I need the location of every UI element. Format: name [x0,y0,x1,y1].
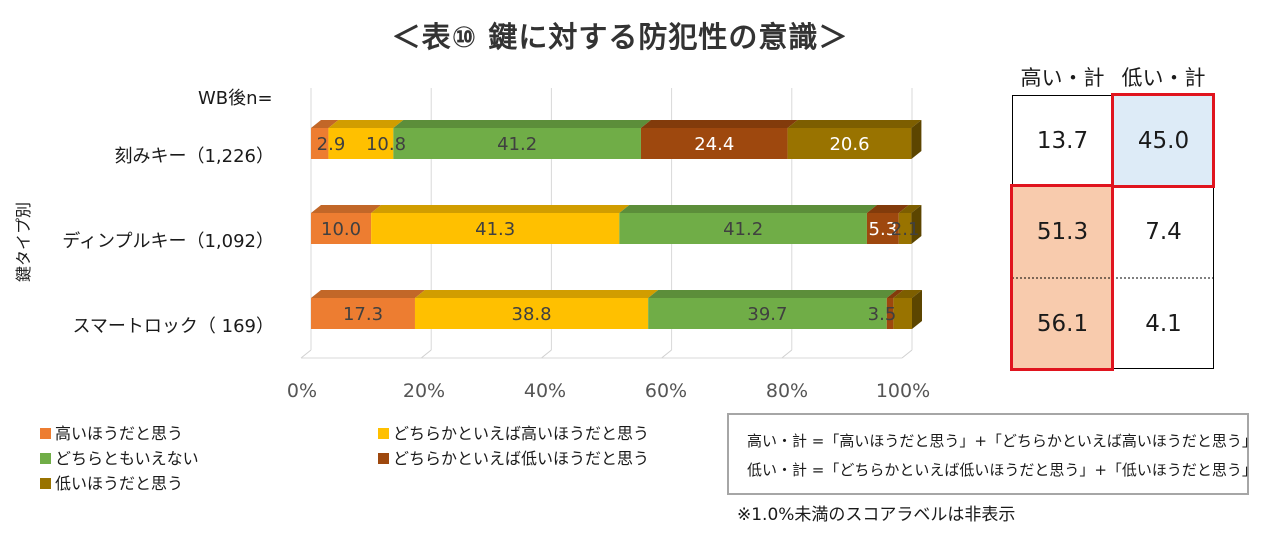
data-label: 2.1 [891,219,920,240]
data-label: 41.2 [497,134,537,155]
bar-segment-top [311,205,382,213]
bar-segment-top [414,290,659,298]
data-label: 20.6 [829,134,869,155]
gridline-foot [781,349,793,359]
x-tick-label: 80% [765,380,809,402]
bar-segment [787,128,912,159]
gridline-foot [420,349,432,359]
legend-swatch [378,453,389,464]
chart-title: ＜表⑩ 鍵に対する防犯性の意識＞ [391,20,849,54]
data-label: 24.4 [694,134,734,155]
data-label: 2.9 [317,134,346,155]
legend-label: 低いほうだと思う [55,474,184,493]
legend-item: 低いほうだと思う [40,470,183,494]
bar-segment-top [893,290,922,298]
legend-swatch [40,428,51,439]
bar-segment [311,298,415,329]
summary-cell-bg [1012,278,1113,369]
bar-segment-top [898,205,922,213]
category-label: 刻みキー（1,226） [114,146,274,167]
bar-segment-top [311,290,425,298]
bar-segment [893,298,912,329]
legend-label: どちらかといえば高いほうだと思う [393,424,650,443]
summary-cell: 4.1 [1145,310,1182,337]
bar-segment [311,128,329,159]
data-label: 5.3 [869,219,898,240]
legend-item: 高いほうだと思う [40,420,183,444]
legend-label: どちらかといえば低いほうだと思う [393,449,650,468]
bar-segment-top [787,120,922,128]
data-label: 17.3 [343,304,383,325]
bar-segment-top [886,290,904,298]
x-tick-label: 20% [402,380,446,402]
bar-segment [898,213,912,244]
legend-label: 高いほうだと思う [55,424,184,443]
x-tick-label: 60% [644,380,688,402]
bar-segment [311,213,372,244]
data-label: 3.5 [868,304,897,325]
summary-cell: 56.1 [1036,310,1089,337]
category-label: ディンプルキー（1,092） [62,231,274,252]
bar-segment-top [393,120,651,128]
bar-segment [886,298,894,329]
bar-side-face [911,120,922,159]
footnote: ※1.0%未満のスコアラベルは非表示 [737,505,1016,525]
n-label: WB後n= [198,88,273,109]
bar-segment [866,213,899,244]
category-label: スマートロック（ 169） [72,316,274,337]
summary-cell: 13.7 [1036,127,1089,154]
formula-box: 高い・計 =「高いほうだと思う」+「どちらかといえば高いほうだと思う」 低い・計… [727,413,1257,495]
data-label: 10.0 [321,219,361,240]
summary-cell: 51.3 [1036,218,1089,245]
summary-header-low: 低い・計 [1121,66,1206,90]
formula-line: 低い・計 =「どちらかといえば低いほうだと思う」+「低いほうだと思う」 [747,461,1257,479]
gridline-foot [300,349,312,359]
bar-segment [328,128,394,159]
bar-side-face [912,290,922,329]
summary-cell-bg [1113,95,1214,186]
bar-segment-top [640,120,798,128]
x-tick-label: 0% [286,380,318,402]
legend-item: どちらかといえば低いほうだと思う [378,445,649,469]
gridline-foot [661,349,672,359]
highlight-box-low [1111,93,1215,188]
data-label: 41.3 [475,219,515,240]
highlight-box-high [1010,184,1114,371]
gridline-foot [901,349,913,359]
data-label: 38.8 [512,304,552,325]
legend-swatch [40,478,51,489]
bar-segment [648,298,887,329]
gridline-foot [541,349,552,359]
legend-label: どちらともいえない [55,449,199,468]
bar-segment [414,298,649,329]
formula-line: 高い・計 =「高いほうだと思う」+「どちらかといえば高いほうだと思う」 [747,432,1257,450]
legend-swatch [378,428,389,439]
bar-segment [371,213,620,244]
summary-cell: 7.4 [1145,218,1182,245]
summary-cell: 45.0 [1137,127,1190,154]
bar-segment-top [328,120,404,128]
bar-segment-top [866,205,909,213]
bar-segment [393,128,641,159]
bar-segment-top [311,120,339,128]
bar-segment-top [619,205,877,213]
legend-swatch [40,453,51,464]
bar-side-face [911,205,922,244]
data-label: 39.7 [747,304,787,325]
data-label: 10.8 [366,134,406,155]
data-label: 41.2 [723,219,763,240]
summary-header-high: 高い・計 [1020,66,1105,90]
bar-segment-top [648,290,897,298]
summary-cell-bg [1012,186,1113,278]
x-tick-label: 40% [523,380,567,402]
bar-segment [619,213,867,244]
bar-segment-top [371,205,630,213]
legend-item: どちらともいえない [40,445,199,469]
x-tick-label: 100% [875,380,931,402]
legend-item: どちらかといえば高いほうだと思う [378,420,649,444]
bar-segment [640,128,788,159]
